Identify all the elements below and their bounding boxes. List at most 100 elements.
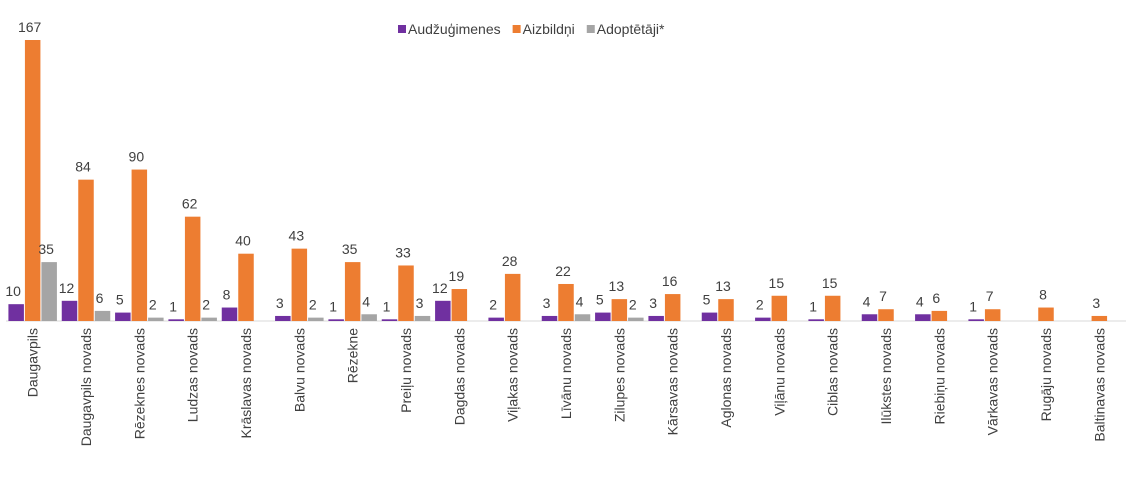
bar: [328, 319, 344, 321]
bar: [1091, 315, 1108, 321]
data-label: 2: [629, 297, 637, 313]
data-label: 5: [596, 292, 604, 308]
bar: [824, 295, 841, 321]
bar: [115, 312, 131, 321]
data-label: 4: [576, 293, 584, 309]
bar: [275, 315, 291, 321]
data-label: 2: [202, 297, 210, 313]
x-tick-label: Ciblas novads: [825, 328, 841, 416]
bar: [291, 248, 308, 321]
data-label: 35: [38, 241, 54, 257]
data-label: 1: [329, 298, 337, 314]
bar: [915, 314, 931, 321]
x-tick-label: Baltinavas novads: [1091, 328, 1107, 442]
bar: [931, 310, 948, 321]
data-label: 1: [383, 298, 391, 314]
bar: [131, 169, 148, 321]
bar: [24, 40, 41, 321]
data-label: 3: [276, 295, 284, 311]
bar: [628, 317, 644, 321]
bar: [861, 314, 878, 321]
data-label: 7: [879, 288, 887, 304]
bar: [595, 312, 611, 321]
bar: [718, 299, 734, 321]
x-tick-label: Rēzeknes novads: [131, 328, 147, 439]
data-label: 1: [169, 298, 177, 314]
x-tick-label: Balvu novads: [291, 328, 307, 412]
data-label: 4: [863, 293, 871, 309]
data-label: 13: [715, 278, 731, 294]
legend-label: Adoptētāji*: [597, 21, 665, 37]
x-tick-label: Līvānu novads: [558, 328, 574, 419]
bar: [41, 262, 57, 321]
x-tick-label: Daugavpils: [25, 328, 41, 397]
data-label: 1: [809, 298, 817, 314]
x-tick-label: Krāslavas novads: [238, 328, 254, 439]
data-label: 167: [18, 19, 42, 35]
data-label: 15: [769, 275, 785, 291]
x-tick-label: Rugāju novads: [1038, 328, 1054, 421]
x-tick-label: Preiļu novads: [398, 328, 414, 413]
x-tick-label: Vārkavas novads: [985, 328, 1001, 435]
data-label: 16: [662, 273, 678, 289]
data-label: 3: [1092, 295, 1100, 311]
bar: [984, 309, 1001, 321]
data-label: 6: [932, 290, 940, 306]
data-label: 12: [59, 280, 75, 296]
data-label: 7: [986, 288, 994, 304]
bar: [1038, 307, 1054, 321]
bar: [308, 317, 324, 321]
data-label: 3: [416, 295, 424, 311]
data-label: 8: [223, 287, 231, 303]
data-label: 84: [75, 159, 91, 175]
x-tick-label: Viļakas novads: [505, 328, 521, 422]
x-tick-label: Ilūkstes novads: [878, 328, 894, 425]
bar: [238, 253, 254, 321]
x-tick-label: Dagdas novads: [451, 328, 467, 425]
bar: [61, 300, 78, 321]
data-label: 3: [543, 295, 551, 311]
data-label: 5: [703, 292, 711, 308]
bar: [184, 216, 201, 321]
data-label: 2: [756, 297, 764, 313]
x-tick-label: Viļānu novads: [771, 328, 787, 416]
x-tick-label: Zilupes novads: [611, 328, 627, 422]
data-label: 33: [395, 244, 411, 260]
bar: [381, 319, 398, 321]
data-label: 13: [609, 278, 625, 294]
bar: [451, 289, 468, 321]
bar: [361, 314, 377, 321]
bar: [755, 317, 771, 321]
bar: [611, 299, 628, 321]
data-label: 3: [649, 295, 657, 311]
data-label: 1: [969, 298, 977, 314]
legend-label: Audžuģimenes: [408, 21, 501, 37]
bar: [148, 317, 164, 321]
legend-swatch: [512, 25, 521, 33]
data-label: 2: [489, 297, 497, 313]
data-label: 6: [96, 290, 104, 306]
bar: [771, 295, 788, 321]
data-label: 43: [289, 228, 305, 244]
x-tick-label: Aglonas novads: [718, 328, 734, 428]
legend-label: Aizbildņi: [523, 21, 575, 37]
x-tick-label: Daugavpils novads: [78, 328, 94, 446]
x-tick-label: Riebiņu novads: [931, 328, 947, 425]
data-label: 4: [916, 293, 924, 309]
data-label: 2: [149, 297, 157, 313]
data-label: 8: [1039, 287, 1047, 303]
data-label: 62: [182, 196, 198, 212]
data-label: 90: [129, 149, 145, 165]
bar: [558, 283, 574, 321]
bar: [878, 309, 894, 321]
data-label: 40: [235, 233, 251, 249]
x-tick-label: Rēzekne: [345, 328, 361, 383]
data-label: 12: [432, 280, 448, 296]
bar: [344, 262, 361, 321]
data-label: 10: [5, 283, 21, 299]
legend-swatch: [586, 25, 595, 33]
data-label: 19: [449, 268, 465, 284]
bar: [221, 307, 238, 321]
data-label: 5: [116, 292, 124, 308]
